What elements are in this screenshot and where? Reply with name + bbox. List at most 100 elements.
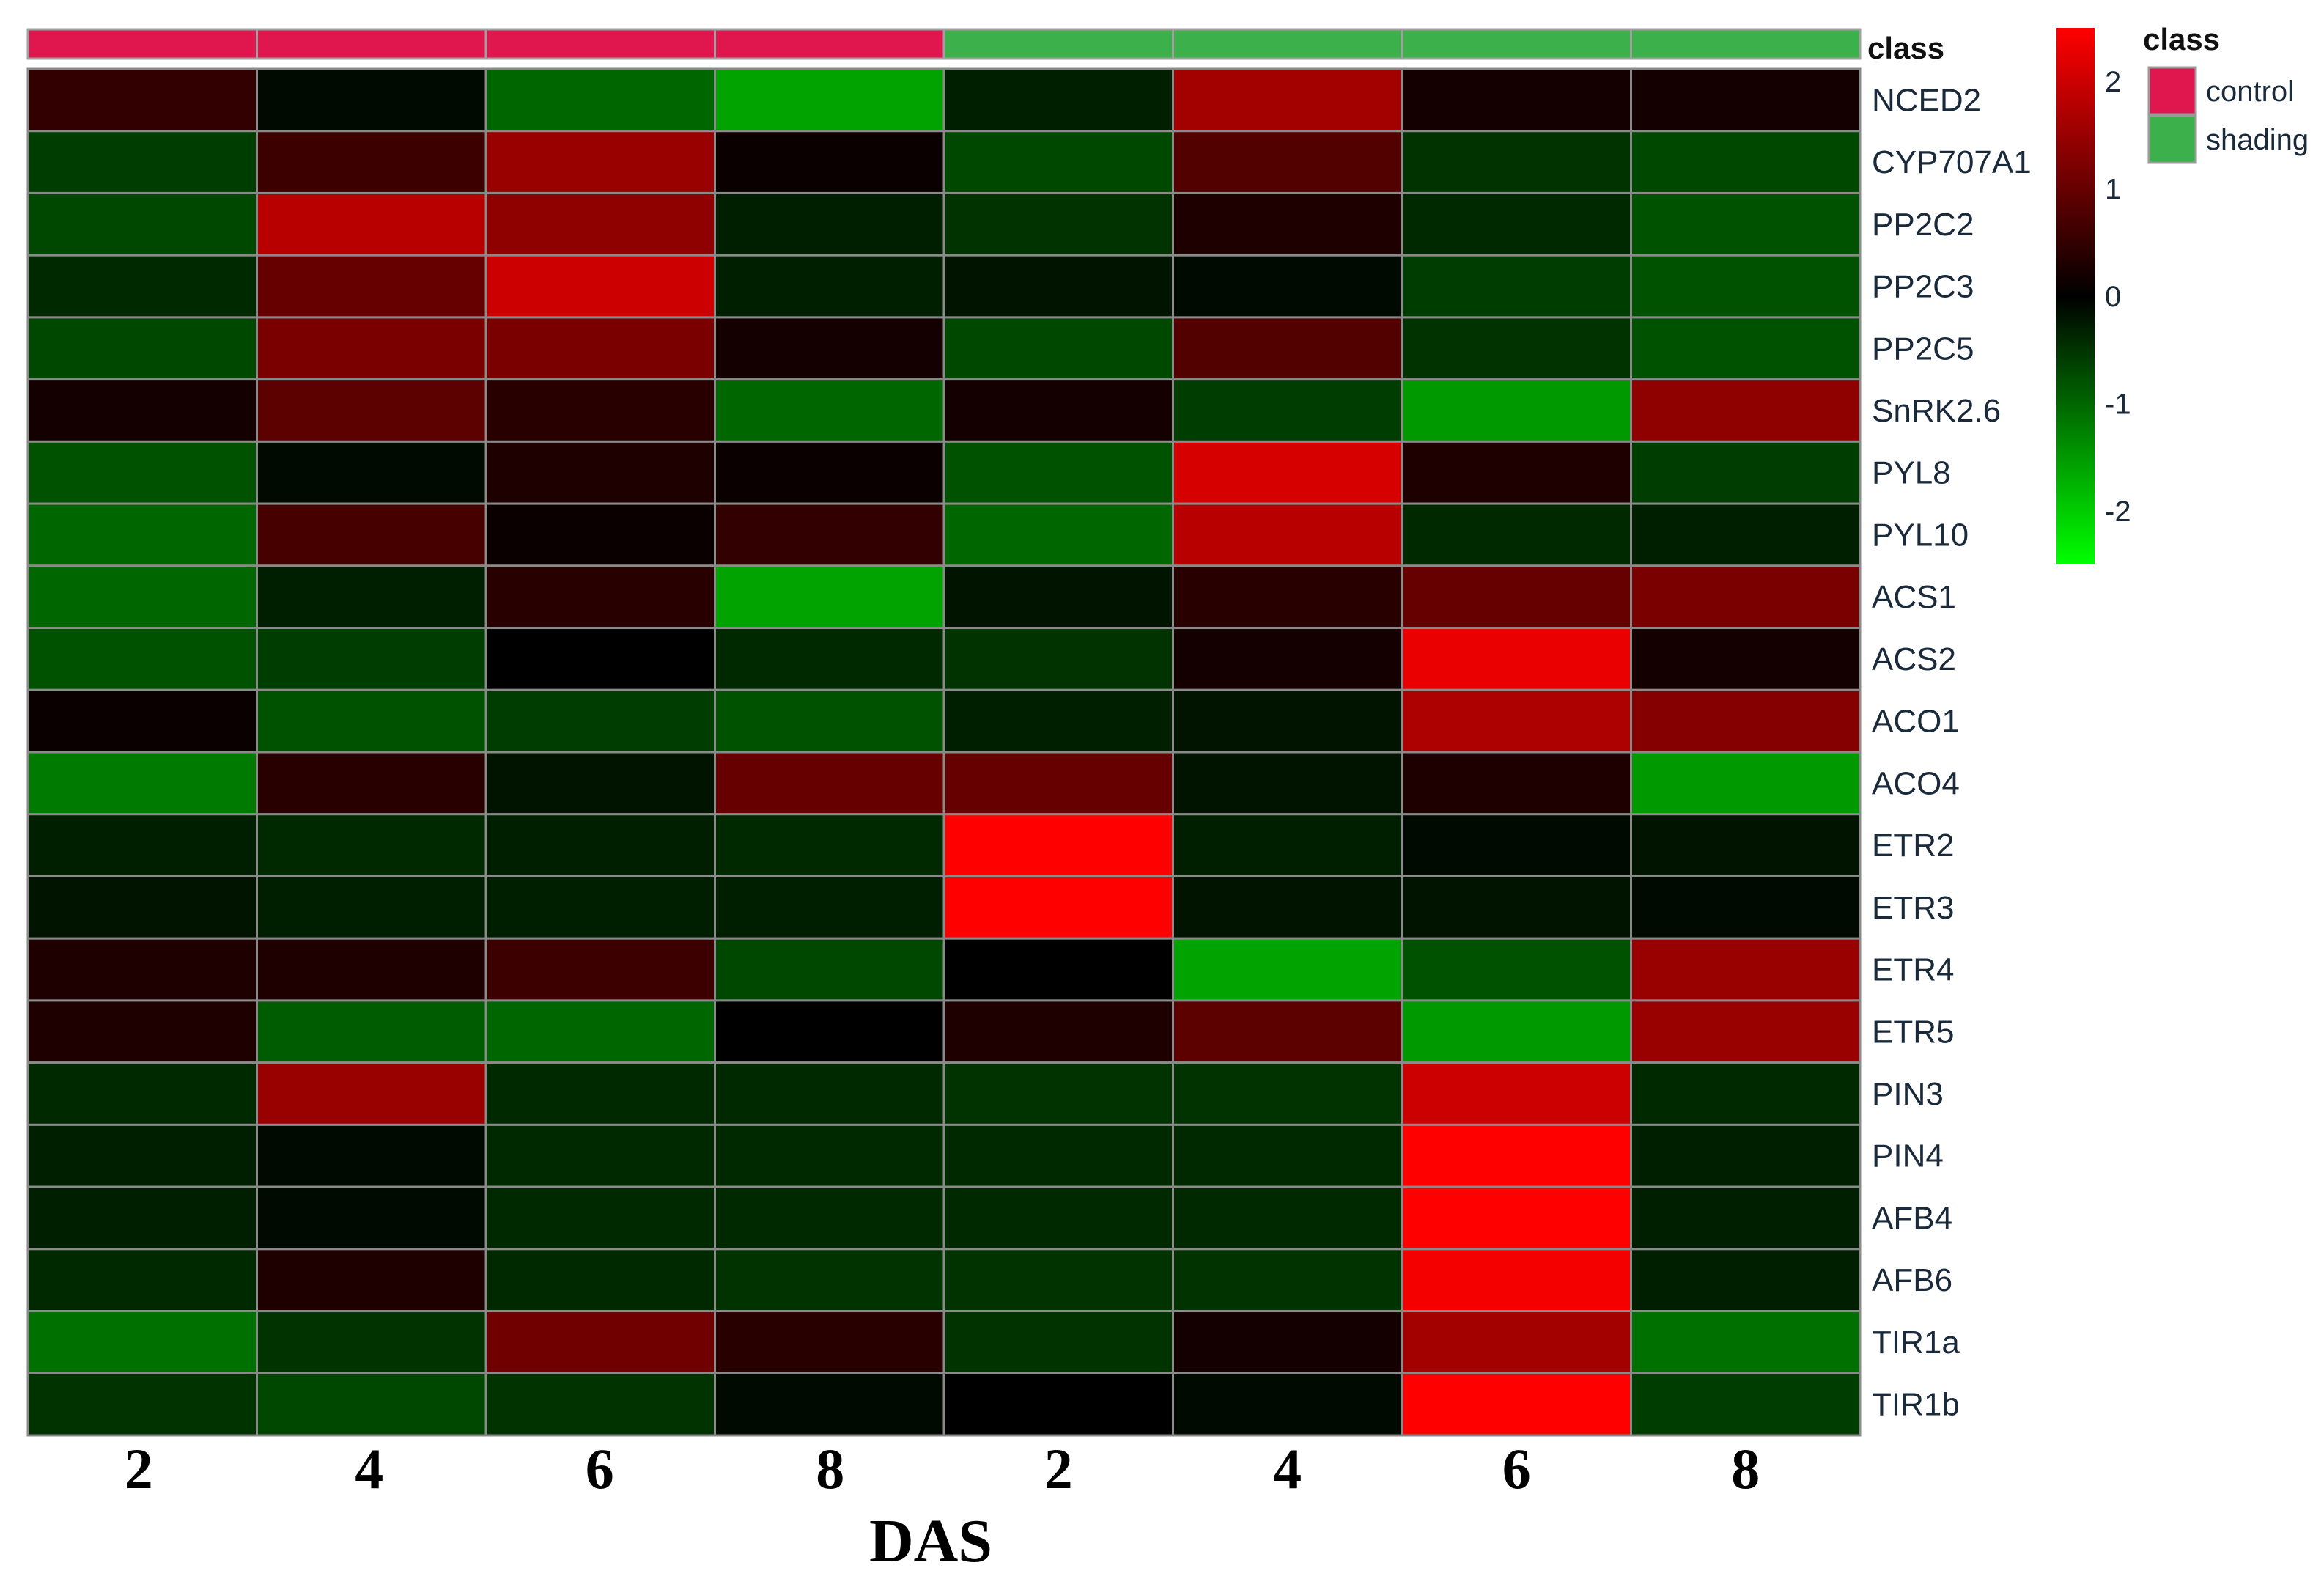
heatmap-cell	[26, 130, 258, 194]
heatmap-cell	[1630, 999, 1862, 1064]
class-legend-swatch	[2147, 66, 2197, 116]
class-legend: class control shading	[2143, 22, 2309, 164]
class-bar-cell	[1630, 28, 1862, 60]
heatmap-cell	[484, 502, 716, 567]
heatmap-cell	[1172, 378, 1403, 443]
row-label: SnRK2.6	[1872, 393, 2001, 429]
heatmap-cell	[1401, 875, 1632, 940]
heatmap-cell	[714, 378, 945, 443]
heatmap-cell	[1630, 1248, 1862, 1313]
heatmap-cell	[256, 1248, 487, 1313]
heatmap-cell	[484, 937, 716, 1002]
heatmap-cell	[26, 999, 258, 1064]
heatmap-cell	[942, 1310, 1174, 1374]
heatmap-cell	[1172, 1248, 1403, 1313]
heatmap-cell	[942, 937, 1174, 1002]
heatmap-cell	[1172, 1185, 1403, 1251]
x-tick-labels: 2 4 6 8 2 4 6 8	[125, 1437, 1760, 1501]
heatmap-cell	[1401, 502, 1632, 567]
heatmap-cell	[26, 627, 258, 691]
heatmap-cell	[714, 130, 945, 194]
x-tick-label: 6	[1502, 1437, 1531, 1501]
heatmap-cell	[1630, 813, 1862, 877]
heatmap-cell	[1401, 937, 1632, 1002]
class-legend-swatch	[2147, 114, 2197, 164]
heatmap-cell	[484, 1372, 716, 1437]
color-scale-tick: 2	[2105, 66, 2121, 98]
heatmap-cell	[256, 813, 487, 877]
heatmap-cell	[1630, 1372, 1862, 1437]
heatmap-cell	[256, 1123, 487, 1188]
heatmap-cell	[26, 1123, 258, 1188]
x-tick-label: 2	[1044, 1437, 1073, 1501]
heatmap-cell	[714, 191, 945, 257]
heatmap-cell	[256, 1310, 487, 1374]
heatmap-cell	[26, 875, 258, 940]
heatmap-cell	[942, 813, 1174, 877]
heatmap-cell	[1630, 254, 1862, 319]
heatmap-cell	[256, 1372, 487, 1437]
x-tick-label: 4	[355, 1437, 383, 1501]
heatmap-cell	[1172, 191, 1403, 257]
heatmap-cell	[714, 937, 945, 1002]
heatmap-cell	[1630, 937, 1862, 1002]
row-label: TIR1a	[1872, 1325, 1960, 1361]
heatmap-cell	[1172, 875, 1403, 940]
heatmap-cell	[942, 378, 1174, 443]
heatmap-cell	[1630, 627, 1862, 691]
heatmap-cell	[1401, 627, 1632, 691]
heatmap-cell	[1401, 999, 1632, 1064]
heatmap-cell	[1172, 254, 1403, 319]
row-label: PIN3	[1872, 1076, 1944, 1112]
heatmap-cell	[714, 1123, 945, 1188]
heatmap-cell	[714, 627, 945, 691]
x-tick-label: 6	[586, 1437, 614, 1501]
heatmap-cell	[942, 130, 1174, 194]
heatmap-cell	[942, 440, 1174, 505]
heatmap-cell	[714, 751, 945, 816]
heatmap-cell	[1401, 378, 1632, 443]
row-label: ETR5	[1872, 1014, 1954, 1050]
heatmap-cell	[1401, 130, 1632, 194]
heatmap-cell	[1630, 564, 1862, 630]
heatmap-cell	[942, 751, 1174, 816]
heatmap-cell	[1172, 813, 1403, 877]
heatmap-cell	[484, 564, 716, 630]
heatmap-cell	[714, 999, 945, 1064]
heatmap-cell	[1172, 67, 1403, 133]
heatmap-cell	[1172, 130, 1403, 194]
heatmap-cell	[256, 502, 487, 567]
heatmap-cell	[942, 502, 1174, 567]
heatmap-cell	[1172, 564, 1403, 630]
heatmap-cell	[1172, 937, 1403, 1002]
heatmap-cell	[1630, 191, 1862, 257]
heatmap-cell	[942, 627, 1174, 691]
heatmap-cell	[484, 1185, 716, 1251]
class-bar-label: class	[1867, 31, 1944, 65]
heatmap-cell	[714, 564, 945, 630]
heatmap-cell	[1172, 1061, 1403, 1126]
heatmap-cell	[942, 1248, 1174, 1313]
heatmap-cell	[1630, 316, 1862, 381]
heatmap-cell	[26, 751, 258, 816]
heatmap-cell	[1172, 627, 1403, 691]
x-tick-label: 8	[816, 1437, 844, 1501]
heatmap-cell	[26, 1185, 258, 1251]
heatmap-cell	[256, 316, 487, 381]
heatmap-cell	[1172, 316, 1403, 381]
heatmap-cell	[942, 316, 1174, 381]
heatmap-cell	[256, 999, 487, 1064]
heatmap-cell	[26, 502, 258, 567]
heatmap-cell	[484, 813, 716, 877]
heatmap-cell	[256, 751, 487, 816]
heatmap-cell	[1401, 1123, 1632, 1188]
heatmap-cell	[942, 688, 1174, 754]
heatmap-cell	[942, 1372, 1174, 1437]
heatmap-cell	[256, 67, 487, 133]
heatmap-cell	[714, 688, 945, 754]
heatmap-cell	[256, 254, 487, 319]
class-bar-cell	[942, 28, 1174, 60]
heatmap-cell	[942, 875, 1174, 940]
heatmap-cells	[26, 67, 1862, 1437]
row-label: PYL8	[1872, 455, 1951, 491]
